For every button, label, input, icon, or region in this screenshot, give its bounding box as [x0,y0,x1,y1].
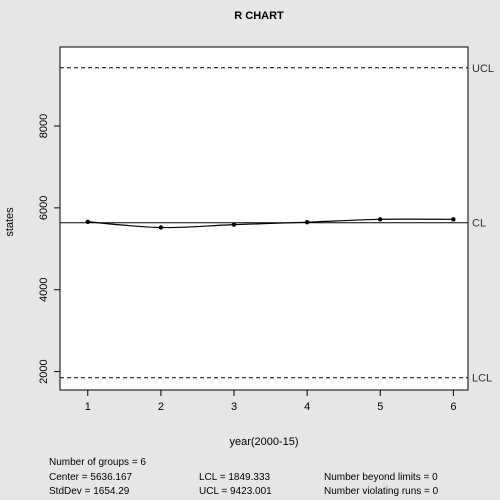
data-point-3 [231,222,237,227]
y-axis-label: states [4,207,16,237]
y-tick-label-4000: 4000 [38,277,50,301]
x-tick-label-1: 1 [85,401,91,413]
control-limits: UCL CL LCL [60,63,494,385]
ucl-label: UCL [472,63,494,75]
y-tick-label-2000: 2000 [38,359,50,383]
data-series [85,217,456,230]
data-point-1 [85,219,90,224]
x-tick-label-4: 4 [304,401,310,413]
center-label: CL [472,218,486,230]
x-tick-label-6: 6 [450,401,456,413]
x-tick-label-5: 5 [377,401,383,413]
x-tick-label-3: 3 [231,401,237,413]
x-axis: 1 2 3 4 5 6 [85,390,456,413]
x-tick-label-2: 2 [158,401,164,413]
lcl-label: LCL [472,373,492,385]
y-tick-label-8000: 8000 [38,114,50,138]
x-axis-label: year(2000-15) [229,436,298,448]
data-point-4 [304,219,310,225]
chart-title: R CHART [234,10,284,22]
data-point-5 [378,217,383,222]
plot-area [59,46,469,391]
y-axis: 2000 4000 6000 8000 [38,114,60,384]
y-tick-label-6000: 6000 [38,196,50,220]
data-point-2 [158,225,164,230]
series-line [87,218,454,229]
data-point-6 [451,217,456,222]
